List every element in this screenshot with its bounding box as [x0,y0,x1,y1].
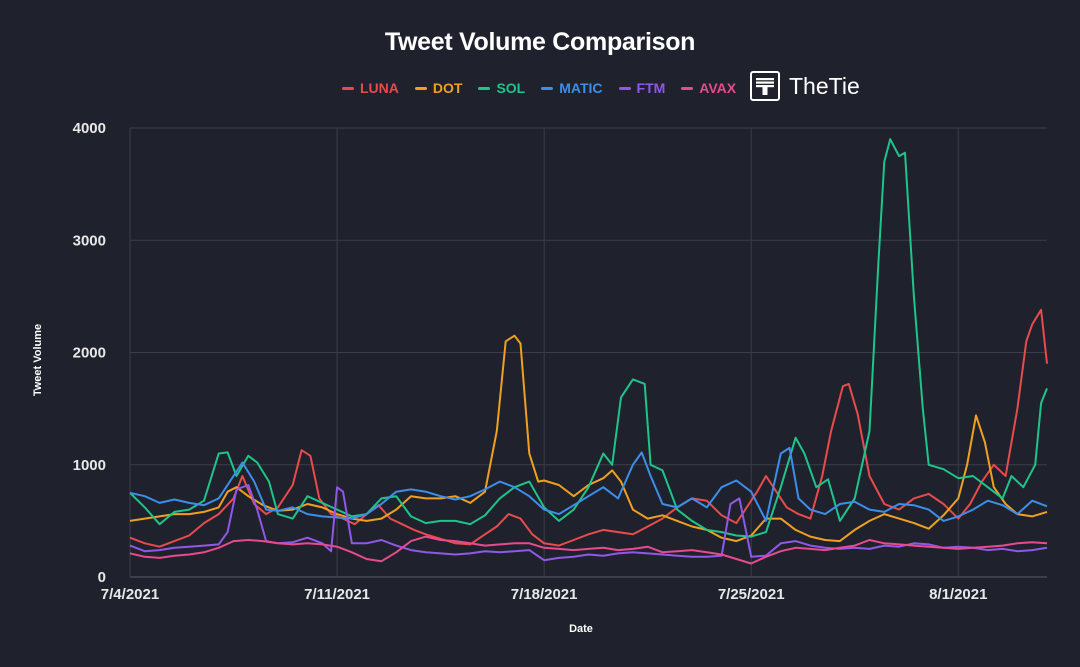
legend-label-dot: DOT [432,80,463,96]
legend-label-avax: AVAX [699,80,737,96]
series-line-matic [129,446,1048,522]
y-tick-label-0: 0 [98,569,106,586]
legend-label-luna: LUNA [360,80,399,96]
y-axis-ticks: 0 1000 2000 3000 4000 [73,120,106,586]
legend-item-ftm[interactable]: FTM [618,80,666,96]
y-tick-label-3000: 3000 [73,232,106,249]
legend-item-avax[interactable]: AVAX [681,80,736,96]
thetie-logo-icon [750,71,780,101]
legend-swatch-ftm [618,86,631,90]
legend-label-matic: MATIC [559,80,603,96]
legend-swatch-matic [541,86,554,90]
x-tick-label-28: 8/1/2021 [929,586,987,603]
y-axis-title: Tweet Volume [32,324,44,396]
series-line-dot [129,334,1048,543]
legend-item-luna[interactable]: LUNA [342,80,399,96]
x-tick-label-21: 7/25/2021 [718,586,785,603]
legend-swatch-avax [681,86,694,90]
chart-grid [129,127,1047,578]
thetie-logo-text: TheTie [789,72,860,99]
legend-swatch-sol [478,86,491,90]
series-line-sol [129,138,1048,538]
thetie-logo: TheTie [750,71,860,101]
legend-label-ftm: FTM [636,80,666,96]
x-tick-label-14: 7/18/2021 [511,586,578,603]
y-tick-label-1000: 1000 [73,457,106,474]
x-tick-label-0: 7/4/2021 [101,586,159,603]
x-tick-label-7: 7/11/2021 [304,586,370,603]
chart-legend: LUNA DOT SOL MATIC FTM AVAX [342,78,736,98]
series-line-luna [129,308,1048,548]
legend-item-dot[interactable]: DOT [414,80,463,96]
legend-label-sol: SOL [496,80,526,96]
legend-item-matic[interactable]: MATIC [541,80,603,96]
chart-title: Tweet Volume Comparison [384,28,696,56]
y-tick-label-2000: 2000 [73,345,106,362]
legend-swatch-dot [414,86,427,90]
y-tick-label-4000: 4000 [73,120,106,137]
legend-item-sol[interactable]: SOL [478,80,525,96]
x-axis-ticks: 7/4/2021 7/11/2021 7/18/2021 7/25/2021 8/1/2… [101,586,988,603]
series-line-avax [129,535,1048,565]
legend-swatch-luna [342,86,354,90]
chart-series-lines [129,138,1048,565]
x-axis-title: Date [569,623,593,635]
